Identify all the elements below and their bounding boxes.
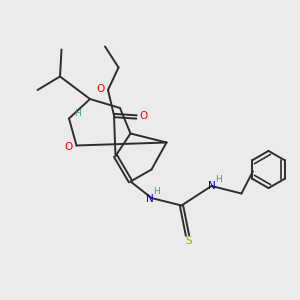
Text: O: O [64, 142, 72, 152]
Text: N: N [208, 181, 215, 191]
Text: H: H [215, 175, 221, 184]
Text: O: O [96, 83, 105, 94]
Text: H: H [74, 109, 81, 118]
Text: S: S [186, 236, 192, 246]
Text: O: O [139, 110, 147, 121]
Text: H: H [154, 187, 160, 196]
Text: N: N [146, 194, 154, 205]
